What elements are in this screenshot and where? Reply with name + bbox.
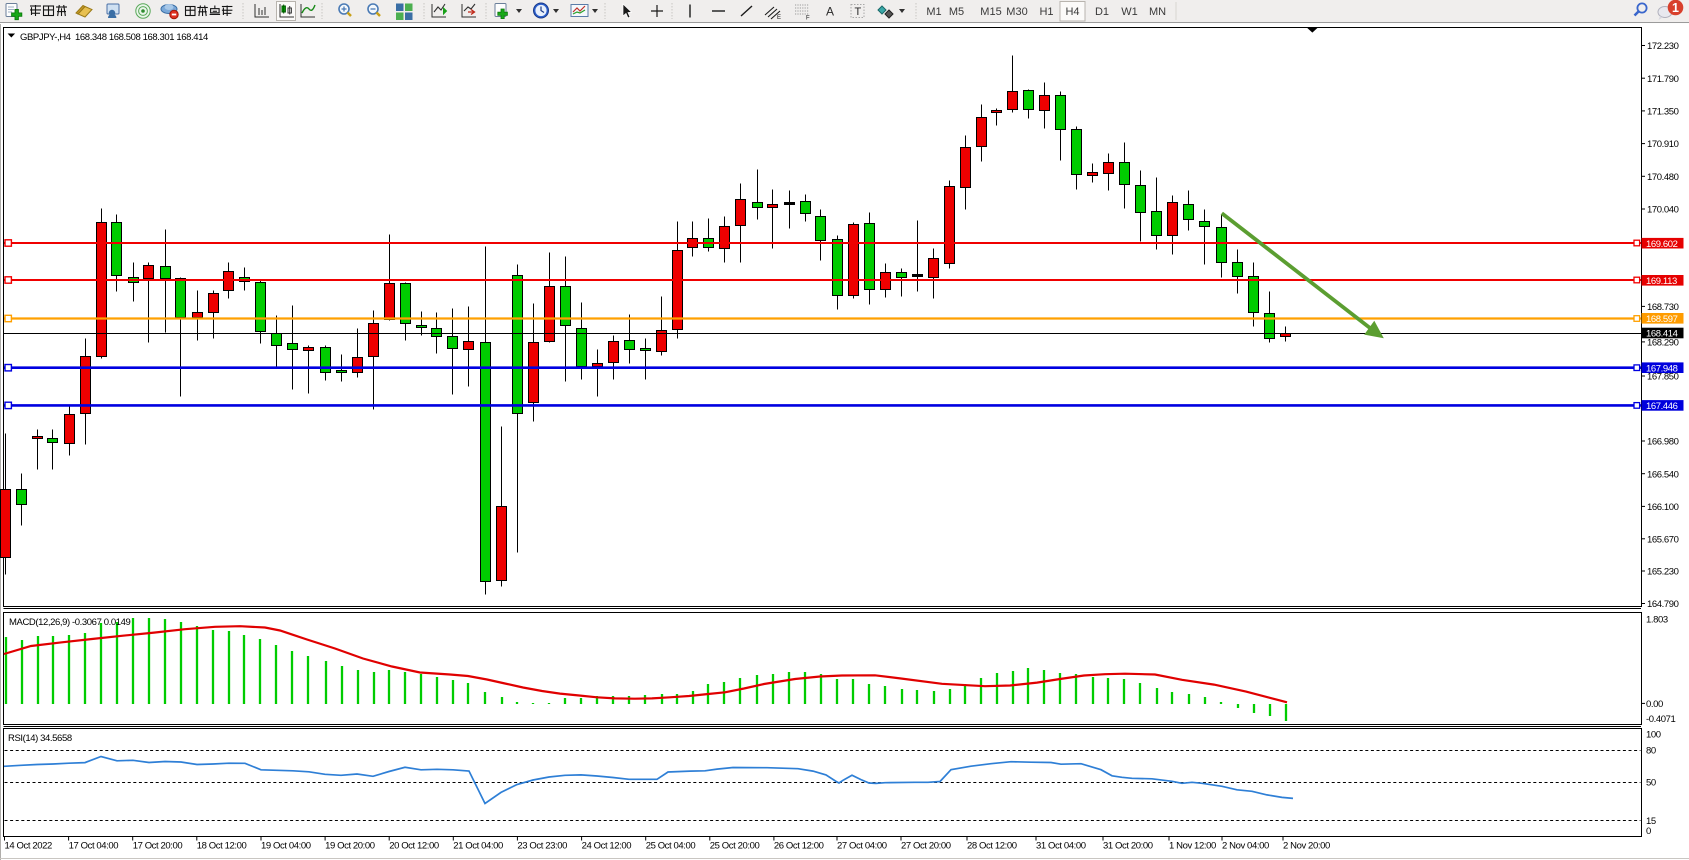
svg-text:GBPJPY-,H4 168.348 168.508 16: GBPJPY-,H4 168.348 168.508 168.301 168.4… bbox=[20, 32, 208, 43]
svg-text:20 Oct 12:00: 20 Oct 12:00 bbox=[389, 841, 439, 852]
svg-text:1: 1 bbox=[1672, 1, 1679, 15]
svg-text:25 Oct 20:00: 25 Oct 20:00 bbox=[710, 841, 760, 852]
svg-text:2 Nov 20:00: 2 Nov 20:00 bbox=[1283, 841, 1330, 852]
svg-text:170.040: 170.040 bbox=[1647, 205, 1679, 216]
svg-text:M30: M30 bbox=[1006, 6, 1027, 18]
svg-text:E: E bbox=[777, 15, 781, 21]
svg-text:15: 15 bbox=[1646, 816, 1656, 827]
svg-text:1.803: 1.803 bbox=[1646, 614, 1668, 625]
svg-text:169.113: 169.113 bbox=[1646, 276, 1677, 287]
svg-text:M1: M1 bbox=[926, 6, 941, 18]
svg-text:100: 100 bbox=[1646, 730, 1661, 741]
svg-text:H1: H1 bbox=[1039, 6, 1053, 18]
svg-text:170.910: 170.910 bbox=[1647, 139, 1679, 150]
svg-text:-0.4071: -0.4071 bbox=[1646, 714, 1676, 725]
svg-text:17 Oct 20:00: 17 Oct 20:00 bbox=[133, 841, 183, 852]
svg-text:24 Oct 12:00: 24 Oct 12:00 bbox=[582, 841, 632, 852]
svg-text:23 Oct 23:00: 23 Oct 23:00 bbox=[517, 841, 567, 852]
svg-text:166.980: 166.980 bbox=[1647, 437, 1679, 448]
svg-text:19 Oct 04:00: 19 Oct 04:00 bbox=[261, 841, 311, 852]
svg-text:168.290: 168.290 bbox=[1647, 338, 1679, 349]
svg-text:19 Oct 20:00: 19 Oct 20:00 bbox=[325, 841, 375, 852]
svg-text:168.730: 168.730 bbox=[1647, 302, 1679, 313]
svg-text:167.446: 167.446 bbox=[1646, 401, 1678, 412]
svg-text:172.230: 172.230 bbox=[1647, 41, 1679, 52]
svg-text:14 Oct 2022: 14 Oct 2022 bbox=[5, 841, 52, 852]
svg-text:168.414: 168.414 bbox=[1646, 329, 1678, 340]
svg-text:167.948: 167.948 bbox=[1646, 363, 1678, 374]
svg-text:M15: M15 bbox=[980, 6, 1001, 18]
svg-text:165.230: 165.230 bbox=[1647, 567, 1679, 578]
svg-text:169.602: 169.602 bbox=[1646, 239, 1678, 250]
svg-text:T: T bbox=[855, 6, 862, 18]
svg-text:27 Oct 20:00: 27 Oct 20:00 bbox=[901, 841, 951, 852]
svg-text:21 Oct 04:00: 21 Oct 04:00 bbox=[453, 841, 503, 852]
svg-text:MN: MN bbox=[1149, 6, 1166, 18]
svg-text:17 Oct 04:00: 17 Oct 04:00 bbox=[69, 841, 119, 852]
svg-text:M5: M5 bbox=[949, 6, 964, 18]
svg-text:168.597: 168.597 bbox=[1646, 314, 1678, 325]
svg-text:80: 80 bbox=[1646, 746, 1656, 757]
svg-text:164.790: 164.790 bbox=[1647, 599, 1679, 610]
svg-text:MACD(12,26,9) -0.3067 0.0149: MACD(12,26,9) -0.3067 0.0149 bbox=[9, 617, 130, 628]
svg-text:A: A bbox=[826, 5, 834, 19]
svg-text:50: 50 bbox=[1646, 778, 1656, 789]
svg-text:171.350: 171.350 bbox=[1647, 107, 1679, 118]
svg-text:0: 0 bbox=[1646, 826, 1651, 837]
svg-text:167.850: 167.850 bbox=[1647, 372, 1679, 383]
svg-text:W1: W1 bbox=[1121, 6, 1138, 18]
svg-text:166.100: 166.100 bbox=[1647, 502, 1679, 513]
svg-text:166.540: 166.540 bbox=[1647, 469, 1679, 480]
svg-text:28 Oct 12:00: 28 Oct 12:00 bbox=[967, 841, 1017, 852]
svg-text:165.670: 165.670 bbox=[1647, 534, 1679, 545]
svg-text:F: F bbox=[806, 16, 810, 22]
svg-text:2 Nov 04:00: 2 Nov 04:00 bbox=[1222, 841, 1269, 852]
svg-text:171.790: 171.790 bbox=[1647, 74, 1679, 85]
svg-text:18 Oct 12:00: 18 Oct 12:00 bbox=[197, 841, 247, 852]
svg-text:0.00: 0.00 bbox=[1646, 699, 1663, 710]
svg-text:RSI(14) 34.5658: RSI(14) 34.5658 bbox=[8, 733, 72, 744]
svg-text:25 Oct 04:00: 25 Oct 04:00 bbox=[646, 841, 696, 852]
svg-text:31 Oct 04:00: 31 Oct 04:00 bbox=[1036, 841, 1086, 852]
svg-text:D1: D1 bbox=[1095, 6, 1109, 18]
svg-text:31 Oct 20:00: 31 Oct 20:00 bbox=[1103, 841, 1153, 852]
svg-text:170.480: 170.480 bbox=[1647, 172, 1679, 183]
svg-text:27 Oct 04:00: 27 Oct 04:00 bbox=[837, 841, 887, 852]
svg-text:26 Oct 12:00: 26 Oct 12:00 bbox=[774, 841, 824, 852]
svg-text:1 Nov 12:00: 1 Nov 12:00 bbox=[1169, 841, 1216, 852]
svg-text:H4: H4 bbox=[1065, 6, 1079, 18]
